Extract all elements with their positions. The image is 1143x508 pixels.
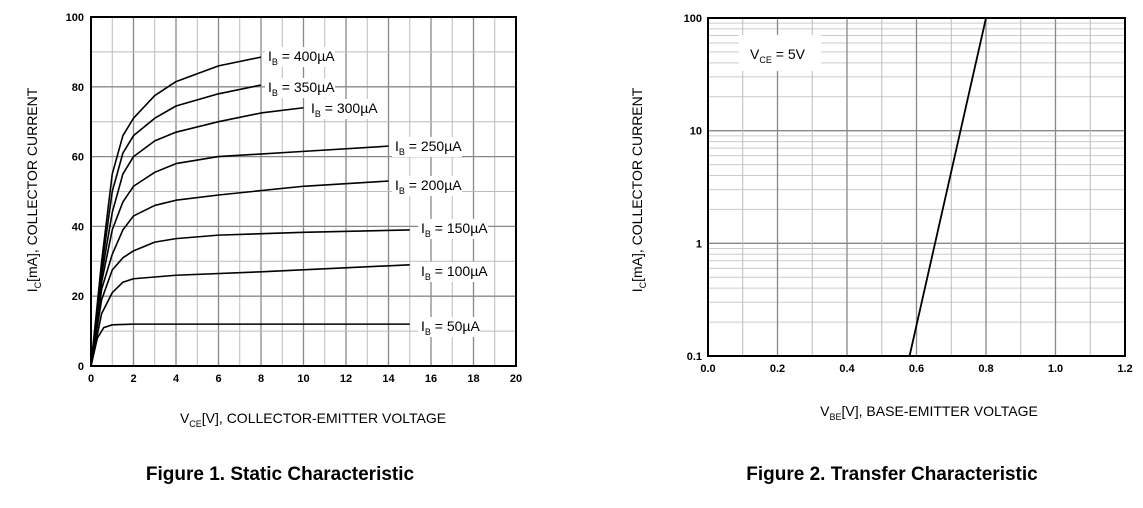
series-label-bg <box>418 219 488 239</box>
x-tick-label: 6 <box>215 373 221 385</box>
chart-transfer-characteristic: 0.0 0.2 0.4 0.6 0.8 1.0 1.2 0.1 1 10 100 VCE = 5V IC… <box>629 13 1133 485</box>
series-label-bg <box>308 99 378 119</box>
series-line-ib-3 <box>90 145 389 367</box>
x-tick-label: 0.0 <box>700 363 715 375</box>
x-tick-label: 2 <box>130 373 136 385</box>
annotation-bg <box>739 35 821 71</box>
annotation-vce: VCE = 5V <box>750 46 806 65</box>
y-tick-label: 0.1 <box>687 351 702 363</box>
series-label: IB = 50µA <box>421 318 481 337</box>
y-axis-label: IC[mA], COLLECTOR CURRENT <box>629 87 648 292</box>
figure-caption: Figure 2. Transfer Characteristic <box>746 464 1038 485</box>
y-tick-label: 40 <box>72 221 84 233</box>
x-tick-label: 0.4 <box>839 363 855 375</box>
series-label: IB = 150µA <box>421 220 488 239</box>
y-tick-label: 0 <box>78 361 84 373</box>
chart-static-characteristic: 0 2 4 6 8 10 12 14 16 18 20 0 20 40 60 80 100 IB = 400µA I… <box>24 12 522 485</box>
y-tick-label: 20 <box>72 291 84 303</box>
series-label: IB = 100µA <box>421 263 488 282</box>
series-label: IB = 350µA <box>268 79 335 98</box>
x-tick-label: 16 <box>425 373 437 385</box>
x-tick-label: 0.6 <box>909 363 924 375</box>
series-line-ib-0 <box>90 56 262 367</box>
series-label: IB = 300µA <box>311 100 378 119</box>
x-tick-label: 8 <box>258 373 264 385</box>
series-line-ib-4 <box>90 180 389 367</box>
plot-frame <box>90 16 517 367</box>
x-tick-label: 4 <box>173 373 180 385</box>
y-tick-label: 10 <box>690 126 702 138</box>
x-tick-label: 0.8 <box>978 363 993 375</box>
series-line-ib-7 <box>90 323 410 367</box>
series-label-bg <box>392 137 462 157</box>
x-axis-label: VCE[V], COLLECTOR-EMITTER VOLTAGE <box>180 410 446 429</box>
series-line-ib-5 <box>90 229 410 367</box>
series-line-transfer <box>908 17 987 357</box>
x-tick-label: 20 <box>510 373 522 385</box>
series-label-bg <box>418 262 488 282</box>
figure-caption: Figure 1. Static Characteristic <box>146 464 415 485</box>
series-line-ib-2 <box>90 106 304 367</box>
y-tick-label: 1 <box>696 238 702 250</box>
series-label-bg <box>418 317 480 337</box>
x-tick-label: 0 <box>88 373 94 385</box>
x-tick-label: 12 <box>340 373 352 385</box>
series-label: IB = 250µA <box>395 138 462 157</box>
series-label-bg <box>265 47 335 67</box>
y-tick-label: 80 <box>72 82 84 94</box>
series-line-ib-1 <box>90 84 262 367</box>
x-axis-label: VBE[V], BASE-EMITTER VOLTAGE <box>820 403 1038 422</box>
x-tick-label: 0.2 <box>770 363 785 375</box>
x-tick-label: 1.0 <box>1048 363 1063 375</box>
x-tick-label: 1.2 <box>1117 363 1132 375</box>
x-tick-label: 10 <box>297 373 309 385</box>
y-tick-label: 60 <box>72 152 84 164</box>
series-label-bg <box>392 176 462 196</box>
y-axis-label: IC[mA], COLLECTOR CURRENT <box>24 87 43 292</box>
series-label: IB = 200µA <box>395 177 462 196</box>
y-tick-label: 100 <box>684 13 702 25</box>
x-tick-label: 14 <box>382 373 395 385</box>
series-label: IB = 400µA <box>268 48 335 67</box>
series-line-ib-6 <box>90 263 410 367</box>
plot-frame <box>707 17 1126 357</box>
series-label-bg <box>265 78 335 98</box>
y-tick-label: 100 <box>66 12 84 24</box>
x-tick-label: 18 <box>467 373 479 385</box>
